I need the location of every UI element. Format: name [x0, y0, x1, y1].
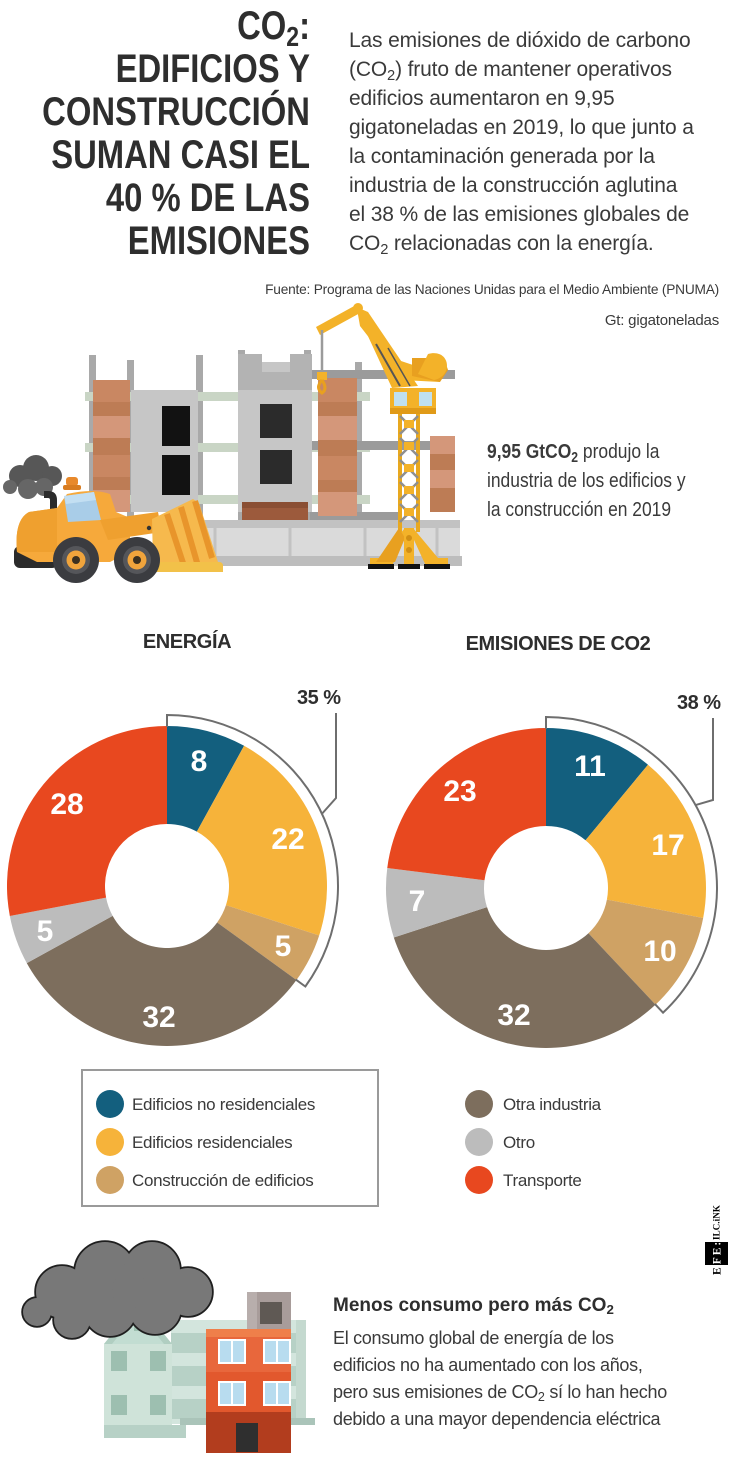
svg-text:ILC.iNK: ILC.iNK	[712, 1205, 722, 1240]
svg-text:22: 22	[271, 823, 304, 856]
svg-text:5: 5	[37, 915, 54, 948]
svg-text:5: 5	[275, 930, 292, 963]
svg-text:11: 11	[574, 750, 606, 783]
svg-text:FE:: FE:	[712, 1240, 724, 1265]
svg-text:10: 10	[643, 935, 676, 968]
svg-text:32: 32	[142, 1001, 175, 1034]
svg-text:E: E	[712, 1265, 724, 1275]
svg-text:28: 28	[50, 788, 83, 821]
svg-text:7: 7	[409, 885, 426, 918]
svg-text:32: 32	[497, 999, 530, 1032]
svg-text:17: 17	[651, 829, 684, 862]
svg-text:8: 8	[191, 745, 208, 778]
svg-text:23: 23	[443, 775, 476, 808]
